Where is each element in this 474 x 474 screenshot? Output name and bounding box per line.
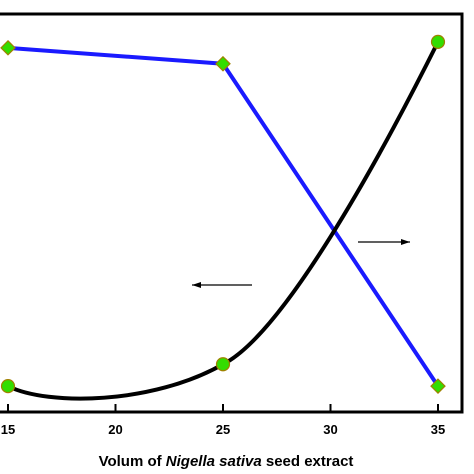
series-1-point-1 — [215, 357, 231, 372]
annotation-layer — [192, 239, 410, 288]
series-1-point-2 — [430, 34, 446, 49]
series-1-point-0 — [0, 379, 16, 394]
x-tick-label-35: 35 — [431, 422, 445, 437]
series-0-point-0 — [0, 39, 16, 56]
x-tick-label-15: 15 — [1, 422, 15, 437]
series-0-point-1 — [215, 55, 231, 72]
series-layer — [0, 34, 446, 401]
plot-frame — [0, 12, 464, 414]
series-1-line — [7, 40, 440, 401]
x-axis-title: Volum of Nigella sativa seed extract — [99, 453, 354, 470]
series-0-point-2 — [430, 378, 446, 394]
arrow-right-head — [401, 239, 410, 245]
arrow-left-head — [192, 282, 201, 288]
x-tick-label-30: 30 — [323, 422, 337, 437]
series-0-line — [7, 45, 440, 388]
x-tick-label-25: 25 — [216, 422, 230, 437]
x-axis-ticks: 15 20 25 30 35 — [1, 404, 445, 437]
x-tick-label-20: 20 — [108, 422, 122, 437]
